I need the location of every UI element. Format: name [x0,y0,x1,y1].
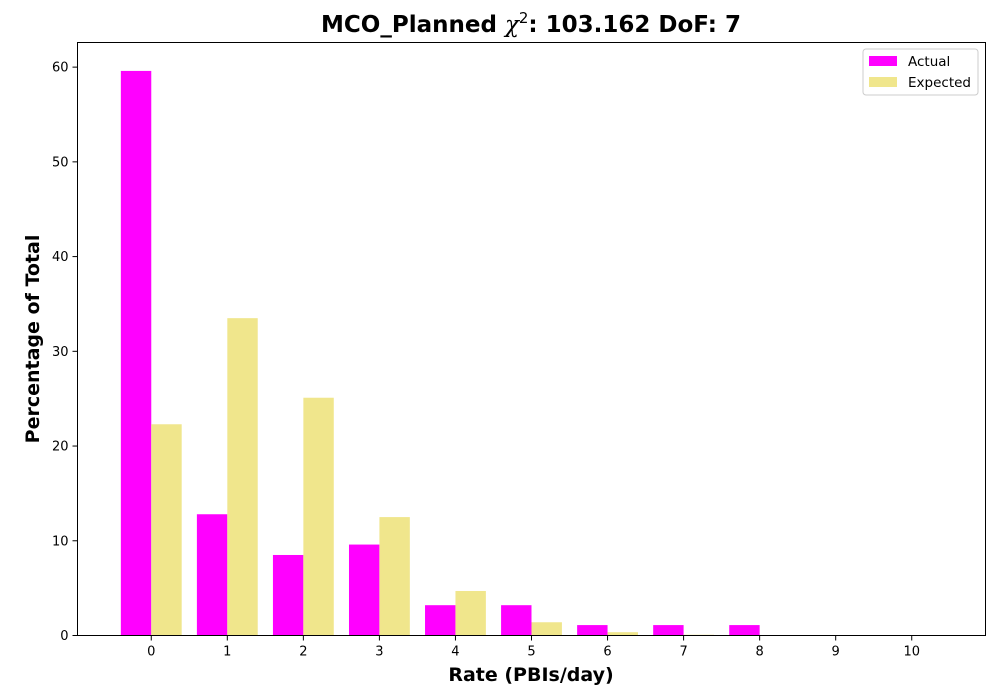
bar-actual-8 [729,625,760,636]
plot-frame [77,42,986,636]
chart-title: MCO_Planned χ2: 103.162 DoF: 7 [321,9,741,38]
bar-actual-2 [272,554,304,636]
bar-actual-0 [120,70,152,636]
x-tick-label: 5 [527,645,535,660]
bar-expected-6 [607,632,638,636]
legend[interactable]: Actual Expected [862,48,979,96]
y-tick-label: 20 [52,440,69,455]
x-tick-label: 4 [451,645,459,660]
x-tick-label: 9 [832,645,840,660]
bar-expected-3 [379,517,410,636]
x-axis-title: Rate (PBIs/day) [448,664,613,686]
bar-actual-4 [425,605,456,636]
x-tick-label: 7 [679,645,687,660]
y-tick-label: 0 [60,629,68,644]
legend-label-expected: Expected [908,75,971,91]
x-tick-label: 3 [375,645,383,660]
legend-label-actual: Actual [908,54,950,70]
bar-expected-0 [151,424,182,636]
x-tick-label: 0 [147,645,155,660]
legend-swatch-actual [869,56,897,66]
bar-expected-1 [227,318,258,636]
bars-group [120,70,791,636]
legend-swatch-expected [869,77,897,87]
y-tick-label: 30 [52,345,69,360]
bar-actual-6 [577,625,608,636]
x-tick-label: 2 [299,645,307,660]
bar-expected-2 [303,397,334,636]
bar-actual-5 [501,605,532,636]
y-tick-label: 10 [52,534,69,549]
x-tick-label: 8 [756,645,764,660]
y-tick-label: 40 [52,250,69,265]
y-axis-title: Percentage of Total [22,235,44,444]
y-tick-label: 60 [52,61,69,76]
y-axis-ticks: 0 10 20 30 40 50 60 [52,61,78,644]
x-tick-label: 10 [903,645,920,660]
y-tick-label: 50 [52,155,69,170]
bar-actual-1 [196,514,228,636]
x-tick-label: 1 [223,645,231,660]
bar-actual-3 [348,544,380,636]
bar-expected-5 [531,622,562,636]
bar-expected-4 [455,590,486,636]
bar-actual-7 [653,625,684,636]
x-axis-ticks: 0 1 2 3 4 5 6 7 8 9 10 [147,635,920,660]
x-tick-label: 6 [603,645,611,660]
